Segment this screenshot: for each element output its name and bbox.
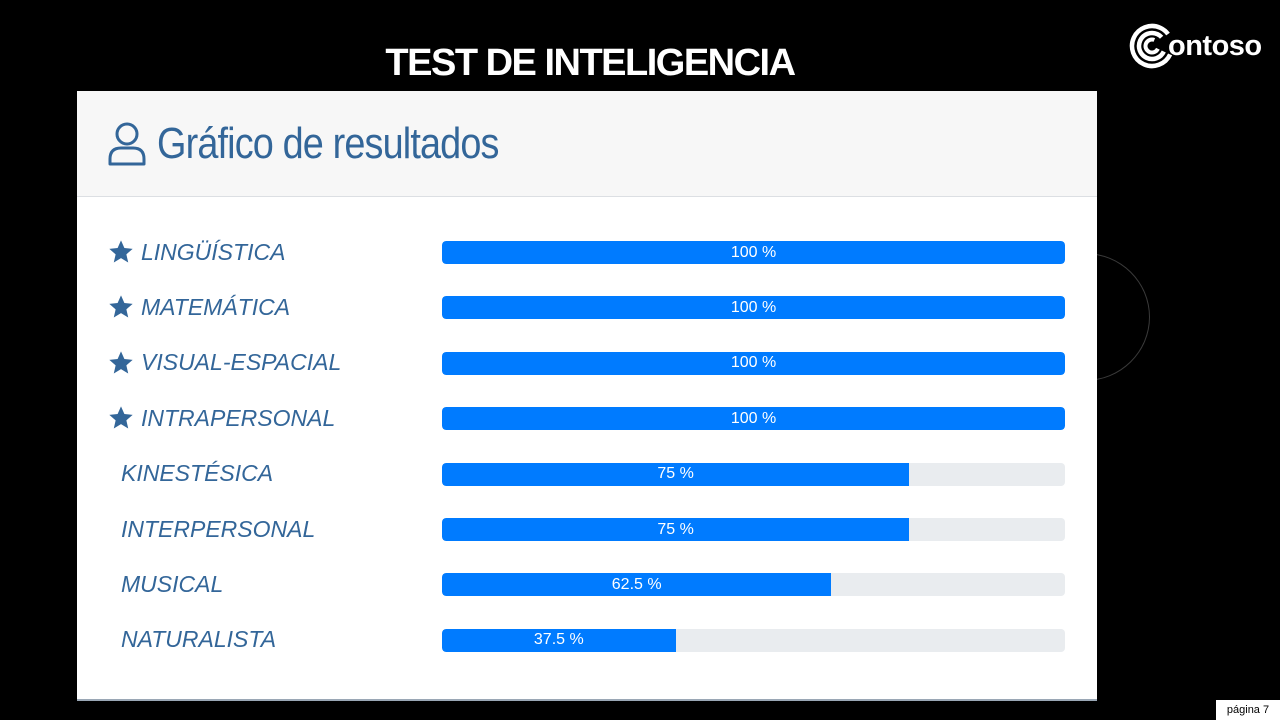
chart-row: KINESTÉSICA 75 % [77,454,1097,494]
contoso-logo-icon [1129,23,1174,69]
user-icon [108,122,146,165]
chart-row: MUSICAL 62.5 % [77,564,1097,604]
chart-row: MATEMÁTICA 100 % [77,287,1097,327]
bar-value-label: 100 % [730,354,777,372]
bar-category: MUSICAL [121,564,223,604]
bar-track: 100 % [442,407,1065,431]
bar-value-label: 75 % [657,465,694,483]
bar-value-label: 62.5 % [611,575,662,593]
bar-track: 37.5 % [442,628,1065,652]
bar: 100 % [442,407,1065,431]
bar: 100 % [442,241,1065,264]
results-panel: Gráfico de resultados LINGÜÍSTICA 100 % MA… [77,91,1097,701]
bar-value-label: 75 % [657,520,694,538]
bar-category-label: MATEMÁTICA [141,293,291,320]
page-number: página 7 [1216,700,1280,720]
bar-value-label: 100 % [730,243,777,261]
logo-text: ontoso [1168,29,1262,62]
bar-category: KINESTÉSICA [121,454,273,494]
bar-category-label: INTRAPERSONAL [141,404,336,431]
bar-track: 62.5 % [442,573,1065,597]
chart-row: LINGÜÍSTICA 100 % [77,232,1097,272]
bar-category: INTERPERSONAL [121,509,315,549]
bar-category-label: INTERPERSONAL [121,515,316,542]
bar-category: LINGÜÍSTICA [107,232,285,272]
bar-category: VISUAL-ESPACIAL [107,343,341,383]
slide-title: TEST DE INTELIGENCIA [385,42,796,84]
bar-track: 100 % [442,296,1065,320]
bar-track: 75 % [442,518,1065,541]
bar-category-label: KINESTÉSICA [121,460,274,487]
bar-category-label: LINGÜÍSTICA [141,238,286,265]
bar-track: 100 % [442,241,1065,264]
bar-category-label: MUSICAL [121,570,224,597]
panel-title: Gráfico de resultados [157,118,499,168]
bar: 37.5 % [442,628,676,652]
bar-category: INTRAPERSONAL [107,398,335,438]
bar-track: 100 % [442,351,1065,375]
bar-category: MATEMÁTICA [107,287,290,327]
chart-row: INTRAPERSONAL 100 % [77,398,1097,438]
chart-row: INTERPERSONAL 75 % [77,509,1097,549]
bar-category-label: NATURALISTA [121,626,277,653]
star-icon [109,295,133,318]
bar: 62.5 % [442,573,832,597]
star-icon [109,351,133,374]
bar: 75 % [442,518,910,541]
bar-category-label: VISUAL-ESPACIAL [141,349,342,376]
bar: 100 % [442,296,1065,320]
bar-value-label: 100 % [730,298,777,316]
bar-category: NATURALISTA [121,620,276,660]
bar-value-label: 100 % [730,409,777,427]
bar: 75 % [442,462,910,486]
bar: 100 % [442,351,1065,375]
chart-row: VISUAL-ESPACIAL 100 % [77,343,1097,383]
chart-row: NATURALISTA 37.5 % [77,620,1097,660]
contoso-logo: ontoso [1128,20,1268,72]
bar-track: 75 % [442,462,1065,486]
bar-value-label: 37.5 % [533,631,584,649]
star-icon [109,240,133,263]
panel-header: Gráfico de resultados [77,91,1097,197]
star-icon [109,406,133,429]
